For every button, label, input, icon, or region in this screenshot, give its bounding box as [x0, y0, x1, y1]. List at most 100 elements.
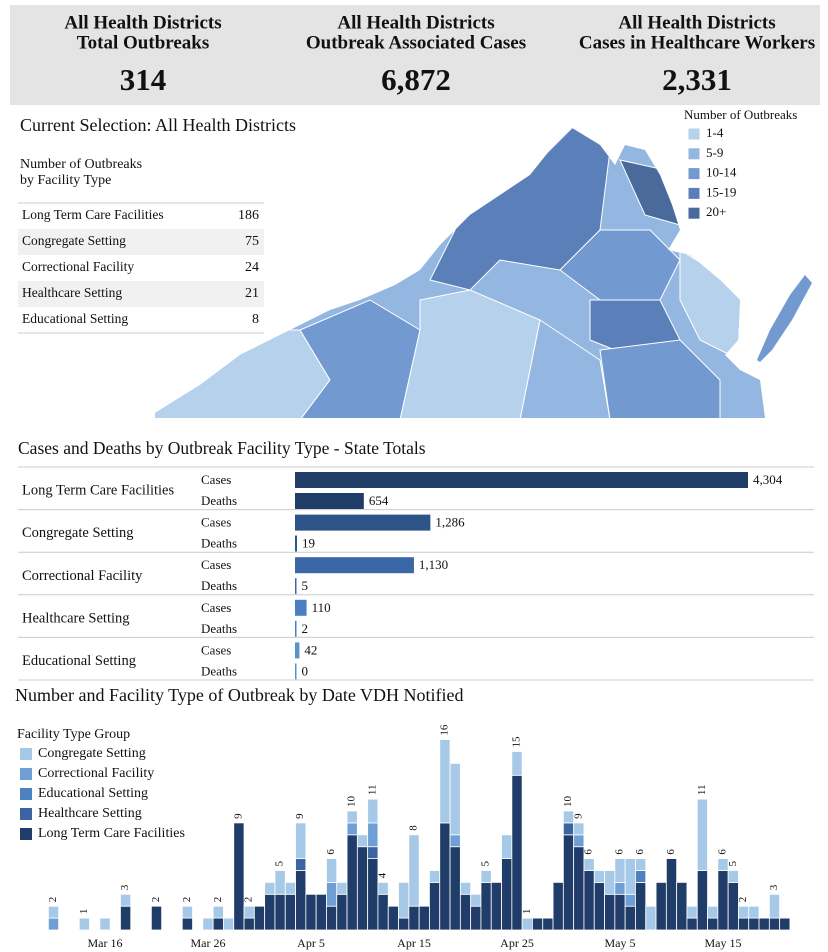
bar-segment: [635, 870, 647, 883]
kpi-value: 6,872: [381, 62, 451, 97]
bar-segment: [377, 882, 389, 895]
total-label: 2: [47, 897, 59, 903]
bar-segment: [552, 882, 564, 931]
bar-segment: [181, 905, 193, 919]
bar-segment: [295, 870, 307, 931]
value-label: 0: [302, 663, 309, 678]
total-label: 16: [438, 724, 450, 736]
bar-segment: [655, 882, 667, 931]
value-label: 654: [369, 493, 389, 508]
bar-segment: [326, 905, 338, 931]
value-label: 5: [302, 578, 309, 593]
total-label: 11: [366, 785, 378, 796]
bar-segment: [758, 917, 770, 931]
x-tick-label: Mar 26: [191, 936, 226, 950]
value-label: 1,130: [419, 557, 448, 572]
bar-segment: [346, 810, 358, 824]
bar-segment: [212, 917, 224, 931]
bar-segment: [326, 858, 338, 883]
bar-segment: [99, 917, 111, 931]
bar-segment: [326, 882, 338, 907]
x-tick-label: May 5: [605, 936, 636, 950]
bar: [295, 472, 748, 488]
bar-segment: [614, 882, 626, 895]
bar-segment: [717, 858, 729, 871]
bar-segment: [264, 893, 276, 931]
bar-segment: [583, 870, 595, 931]
category-label: Congregate Setting: [22, 525, 134, 541]
kpi-title: All Health Districts: [64, 12, 221, 33]
bar-segment: [686, 905, 698, 919]
map-region: [299, 299, 421, 418]
bar-segment: [284, 893, 296, 931]
total-label: 4: [377, 872, 389, 878]
table-cell: 75: [245, 234, 259, 249]
bar-segment: [562, 834, 575, 931]
bar-segment: [614, 858, 626, 883]
value-label: 19: [302, 536, 315, 551]
chart-title: Cases and Deaths by Outbreak Facility Ty…: [18, 438, 426, 458]
legend-label: 5-9: [706, 145, 723, 160]
total-label: 1: [78, 909, 90, 915]
bar-segment: [738, 905, 750, 919]
total-label: 11: [696, 785, 708, 796]
total-label: 10: [562, 796, 574, 808]
bar-segment: [429, 870, 441, 883]
bar: [295, 663, 297, 680]
map-region: [519, 319, 611, 418]
bar-segment: [624, 893, 636, 907]
series-label: Deaths: [201, 663, 237, 678]
bar-segment: [398, 917, 410, 931]
value-label: 4,304: [753, 472, 783, 487]
map: [155, 128, 765, 418]
table-cell: Healthcare Setting: [22, 285, 122, 300]
x-tick-label: May 15: [705, 936, 742, 950]
legend-label: 10-14: [706, 165, 737, 180]
series-label: Cases: [201, 600, 231, 615]
table-cell: Long Term Care Facilities: [22, 207, 164, 222]
table-cell: Congregate Setting: [22, 233, 126, 248]
bar-segment: [635, 858, 647, 871]
kpi-value: 2,331: [662, 62, 732, 97]
bar-segment: [78, 917, 90, 931]
bar-segment: [521, 917, 533, 931]
table-cell: 8: [252, 312, 259, 327]
bar-segment: [439, 822, 451, 931]
bar-segment: [295, 822, 307, 860]
total-label: 15: [511, 736, 523, 748]
map-region: [155, 329, 331, 418]
bar-segment: [356, 834, 369, 848]
total-label: 5: [727, 861, 739, 867]
bar-segment: [593, 870, 605, 883]
bar-segment: [470, 905, 482, 931]
bar-segment: [305, 893, 317, 931]
legend-label: 15-19: [706, 184, 736, 199]
total-label: 6: [665, 849, 677, 855]
bar-segment: [346, 834, 358, 931]
bar-segment: [449, 834, 461, 848]
bar-segment: [727, 870, 739, 883]
table-row-bg: [18, 229, 264, 255]
total-label: 2: [243, 897, 255, 903]
bar-segment: [449, 846, 461, 931]
bar-segment: [459, 893, 472, 931]
bar-segment: [707, 917, 719, 931]
legend-label: Correctional Facility: [38, 766, 154, 781]
bar-segment: [562, 810, 575, 824]
category-label: Healthcare Setting: [22, 610, 130, 626]
bar: [295, 535, 297, 552]
bar-segment: [367, 798, 379, 824]
legend-swatch: [687, 186, 701, 200]
bar-segment: [748, 917, 760, 931]
kpi-band: [10, 5, 820, 105]
bar-segment: [532, 917, 544, 931]
total-label: 6: [325, 849, 337, 855]
bar-segment: [501, 858, 513, 931]
legend-swatch: [687, 127, 701, 141]
series-label: Deaths: [201, 536, 237, 551]
legend-label: 1-4: [706, 125, 724, 140]
bar-segment: [336, 882, 348, 895]
bar-segment: [501, 834, 513, 859]
map-region: [757, 275, 812, 362]
